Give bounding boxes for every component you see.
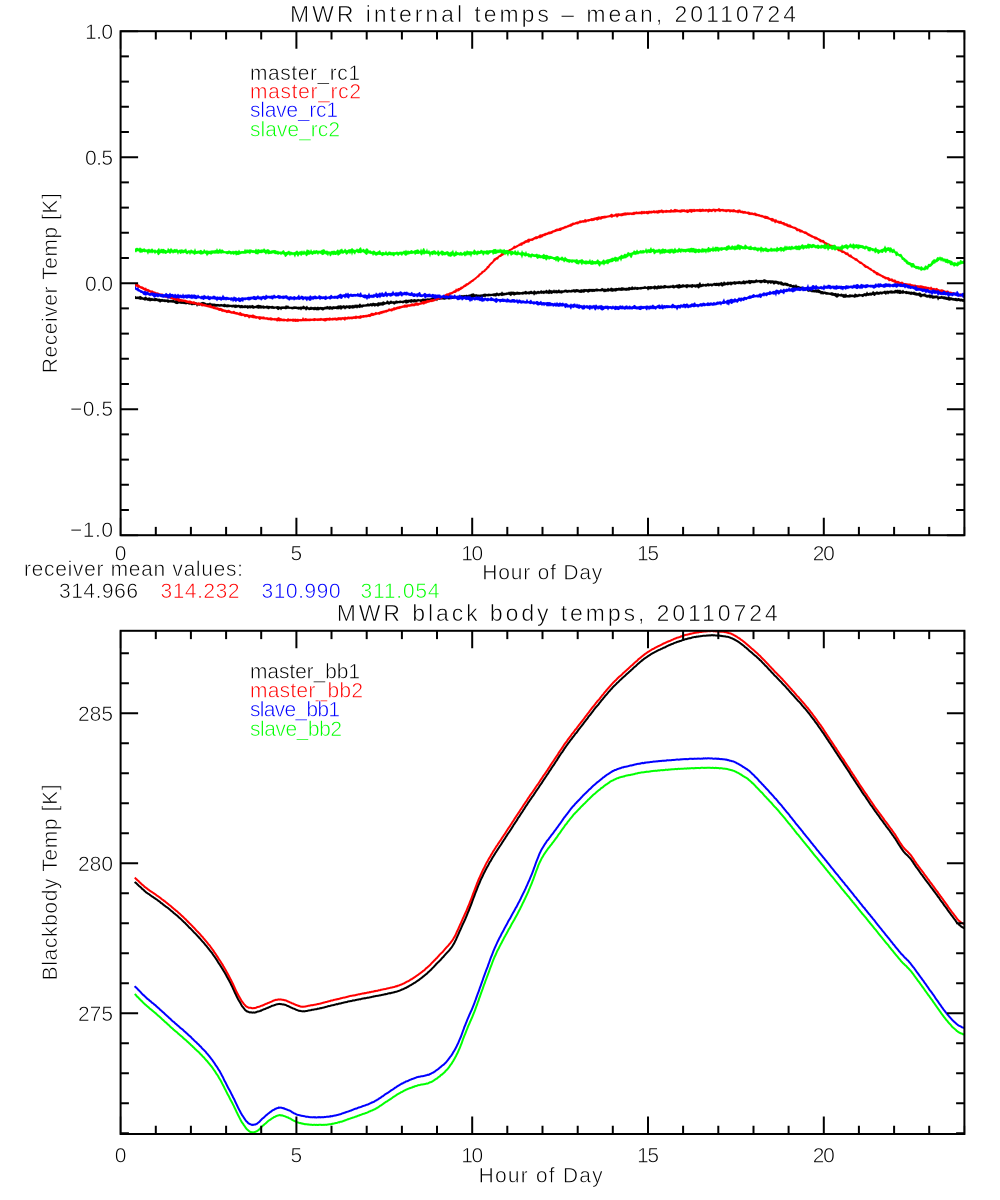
svg-text:slave_rc2: slave_rc2 <box>250 119 340 142</box>
svg-text:−1.0: −1.0 <box>70 519 113 542</box>
svg-text:master_bb2: master_bb2 <box>250 680 363 703</box>
svg-text:10: 10 <box>461 1145 483 1168</box>
svg-text:Receiver Temp [K]: Receiver Temp [K] <box>39 193 62 373</box>
svg-text:20: 20 <box>813 543 835 566</box>
svg-text:master_rc1: master_rc1 <box>250 62 360 85</box>
svg-text:Hour of Day: Hour of Day <box>479 1164 604 1187</box>
svg-text:1.0: 1.0 <box>85 21 113 44</box>
svg-text:slave_bb2: slave_bb2 <box>250 718 342 741</box>
svg-text:MWR black body temps, 20110724: MWR black body temps, 20110724 <box>337 600 778 626</box>
svg-text:0.5: 0.5 <box>85 147 113 170</box>
svg-text:285: 285 <box>78 703 113 726</box>
svg-text:master_rc2: master_rc2 <box>250 81 361 104</box>
svg-text:15: 15 <box>637 1145 659 1168</box>
svg-text:20: 20 <box>813 1145 835 1168</box>
svg-text:280: 280 <box>78 853 113 876</box>
svg-text:slave_rc1: slave_rc1 <box>250 99 338 122</box>
svg-text:314.966: 314.966 <box>59 580 138 603</box>
svg-text:master_bb1: master_bb1 <box>250 661 360 684</box>
svg-text:−0.5: −0.5 <box>70 398 113 421</box>
svg-text:receiver mean values:: receiver mean values: <box>24 558 243 581</box>
svg-text:311.054: 311.054 <box>361 580 440 603</box>
svg-text:Hour of Day: Hour of Day <box>482 561 603 584</box>
svg-text:310.990: 310.990 <box>262 580 341 603</box>
svg-text:slave_bb1: slave_bb1 <box>250 699 340 722</box>
svg-text:MWR internal temps – mean, 201: MWR internal temps – mean, 20110724 <box>290 1 796 27</box>
svg-text:15: 15 <box>637 543 659 566</box>
svg-text:0: 0 <box>115 1145 127 1168</box>
svg-text:5: 5 <box>291 1145 303 1168</box>
svg-text:275: 275 <box>78 1003 113 1026</box>
svg-text:5: 5 <box>291 543 303 566</box>
svg-text:Blackbody Temp [K]: Blackbody Temp [K] <box>39 784 62 980</box>
svg-text:0: 0 <box>115 543 127 566</box>
svg-text:10: 10 <box>461 543 483 566</box>
svg-text:314.232: 314.232 <box>161 580 240 603</box>
svg-text:0.0: 0.0 <box>85 273 113 296</box>
